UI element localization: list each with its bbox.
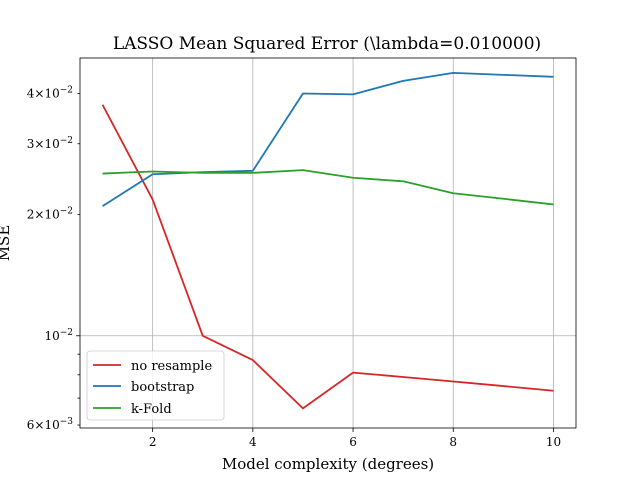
legend-label-k-fold: k-Fold [131,402,172,417]
x-tick-label: 10 [546,435,561,449]
series-line-no-resample [101,104,554,410]
x-tick-label: 6 [349,435,357,449]
legend: no resample bootstrap k-Fold [86,350,225,421]
series-line-bootstrap [102,71,554,207]
legend-label-bootstrap: bootstrap [131,380,194,395]
y-axis-label: MSE [0,225,13,262]
x-tick-label: 8 [449,435,457,449]
x-tick-label: 4 [249,435,257,449]
y-tick-label: 2×10−2 [27,207,73,222]
x-axis-label: Model complexity (degrees) [222,455,434,473]
y-tick-label: 6×10−3 [27,417,74,432]
x-axis-ticks: 2 4 6 8 10 [149,428,561,449]
plot-frame [79,57,577,429]
series-layer [101,71,554,410]
chart-title: LASSO Mean Squared Error (\lambda=0.0100… [113,34,541,54]
y-tick-label: 3×10−2 [27,136,73,151]
y-tick-label: 10−2 [44,328,73,343]
y-axis-ticks: 10−2 6×10−3 2×10−2 3×10−2 4×10−2 [27,85,80,432]
x-tick-label: 2 [149,435,157,449]
series-line-k-fold [102,169,554,206]
legend-label-no-resample: no resample [131,359,212,374]
y-tick-label: 4×10−2 [27,85,73,100]
legend-box [86,350,225,421]
